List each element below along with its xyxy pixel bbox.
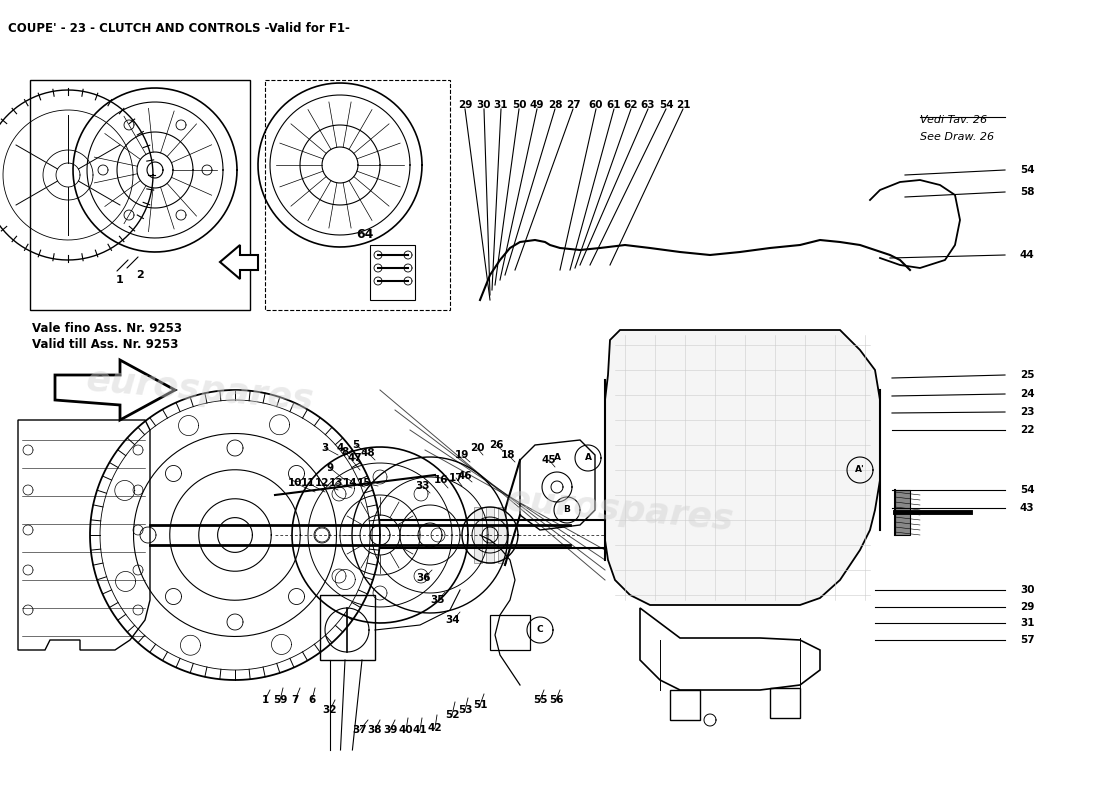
Bar bbox=[490, 615, 530, 650]
Text: 42: 42 bbox=[428, 723, 442, 733]
Bar bbox=[474, 507, 482, 563]
Bar bbox=[265, 80, 450, 310]
Text: 11: 11 bbox=[300, 478, 316, 488]
Text: 40: 40 bbox=[398, 725, 414, 735]
Bar bbox=[486, 507, 494, 563]
Text: 12: 12 bbox=[315, 478, 329, 488]
Text: 13: 13 bbox=[329, 478, 343, 488]
Polygon shape bbox=[605, 330, 880, 605]
Bar bbox=[498, 507, 506, 563]
Bar bbox=[770, 688, 800, 718]
Text: Vedi Tav. 26: Vedi Tav. 26 bbox=[920, 115, 987, 125]
Text: 60: 60 bbox=[588, 100, 603, 110]
Text: B: B bbox=[563, 506, 571, 514]
Text: 10: 10 bbox=[288, 478, 302, 488]
Text: 25: 25 bbox=[1020, 370, 1034, 380]
Text: 35: 35 bbox=[431, 595, 446, 605]
Text: 7: 7 bbox=[292, 695, 299, 705]
Text: 39: 39 bbox=[383, 725, 397, 735]
Text: COUPE' - 23 - CLUTCH AND CONTROLS -Valid for F1-: COUPE' - 23 - CLUTCH AND CONTROLS -Valid… bbox=[8, 22, 350, 35]
Text: 44: 44 bbox=[1020, 250, 1035, 260]
Text: 22: 22 bbox=[1020, 425, 1034, 435]
Text: 34: 34 bbox=[446, 615, 460, 625]
Text: 4: 4 bbox=[337, 443, 343, 453]
Text: 58: 58 bbox=[1020, 187, 1034, 197]
Bar bbox=[30, 80, 250, 310]
Text: 41: 41 bbox=[412, 725, 427, 735]
Text: 19: 19 bbox=[454, 450, 470, 460]
Text: 9: 9 bbox=[327, 463, 333, 473]
Text: 30: 30 bbox=[1020, 585, 1034, 595]
Text: 32: 32 bbox=[322, 705, 338, 715]
Text: 61: 61 bbox=[607, 100, 621, 110]
Text: 31: 31 bbox=[1020, 618, 1034, 628]
Text: 57: 57 bbox=[1020, 635, 1035, 645]
Text: 62: 62 bbox=[624, 100, 638, 110]
Text: 48: 48 bbox=[361, 448, 375, 458]
Text: A: A bbox=[553, 454, 561, 462]
Polygon shape bbox=[55, 360, 175, 420]
Text: 26: 26 bbox=[488, 440, 504, 450]
Text: 8: 8 bbox=[341, 447, 349, 457]
Bar bbox=[670, 690, 700, 720]
Text: 1: 1 bbox=[262, 695, 268, 705]
Text: 50: 50 bbox=[512, 100, 526, 110]
Text: 59: 59 bbox=[273, 695, 287, 705]
Text: 29: 29 bbox=[458, 100, 472, 110]
Text: 51: 51 bbox=[473, 700, 487, 710]
Text: 2: 2 bbox=[136, 270, 144, 280]
Text: 46: 46 bbox=[458, 471, 472, 481]
Text: 5: 5 bbox=[352, 440, 360, 450]
Text: 31: 31 bbox=[494, 100, 508, 110]
Text: 17: 17 bbox=[449, 473, 463, 483]
Text: 29: 29 bbox=[1020, 602, 1034, 612]
Text: 28: 28 bbox=[548, 100, 562, 110]
Text: 16: 16 bbox=[433, 475, 449, 485]
Text: 21: 21 bbox=[675, 100, 691, 110]
Text: 47: 47 bbox=[348, 453, 362, 463]
Text: 27: 27 bbox=[565, 100, 581, 110]
Text: Valid till Ass. Nr. 9253: Valid till Ass. Nr. 9253 bbox=[32, 338, 178, 351]
Text: A': A' bbox=[855, 466, 865, 474]
Text: 52: 52 bbox=[444, 710, 460, 720]
Text: A: A bbox=[584, 454, 592, 462]
Text: 24: 24 bbox=[1020, 389, 1035, 399]
Text: 23: 23 bbox=[1020, 407, 1034, 417]
Bar bbox=[320, 595, 375, 660]
Text: 43: 43 bbox=[1020, 503, 1035, 513]
Text: 14: 14 bbox=[343, 478, 358, 488]
Text: 33: 33 bbox=[416, 481, 430, 491]
Text: 30: 30 bbox=[476, 100, 492, 110]
Text: 54: 54 bbox=[1020, 165, 1035, 175]
Text: C: C bbox=[537, 626, 543, 634]
Text: 20: 20 bbox=[470, 443, 484, 453]
Text: 37: 37 bbox=[353, 725, 367, 735]
Text: 45: 45 bbox=[541, 455, 557, 465]
Text: 53: 53 bbox=[458, 705, 472, 715]
Text: 6: 6 bbox=[308, 695, 316, 705]
Text: 49: 49 bbox=[530, 100, 544, 110]
Text: 64: 64 bbox=[356, 229, 374, 242]
Polygon shape bbox=[220, 245, 258, 279]
Text: eurospares: eurospares bbox=[505, 483, 736, 537]
Text: 38: 38 bbox=[367, 725, 383, 735]
Text: eurospares: eurospares bbox=[85, 363, 316, 417]
Bar bbox=[370, 245, 415, 300]
Text: 55: 55 bbox=[532, 695, 548, 705]
Text: 36: 36 bbox=[417, 573, 431, 583]
Text: Vale fino Ass. Nr. 9253: Vale fino Ass. Nr. 9253 bbox=[32, 322, 182, 335]
Text: 63: 63 bbox=[640, 100, 656, 110]
Text: 56: 56 bbox=[549, 695, 563, 705]
Text: 15: 15 bbox=[356, 478, 372, 488]
Text: 3: 3 bbox=[321, 443, 329, 453]
Text: 1: 1 bbox=[117, 275, 124, 285]
Text: See Draw. 26: See Draw. 26 bbox=[920, 132, 994, 142]
Text: 18: 18 bbox=[500, 450, 515, 460]
Text: 54: 54 bbox=[659, 100, 673, 110]
Bar bbox=[895, 490, 910, 535]
Text: 54: 54 bbox=[1020, 485, 1035, 495]
